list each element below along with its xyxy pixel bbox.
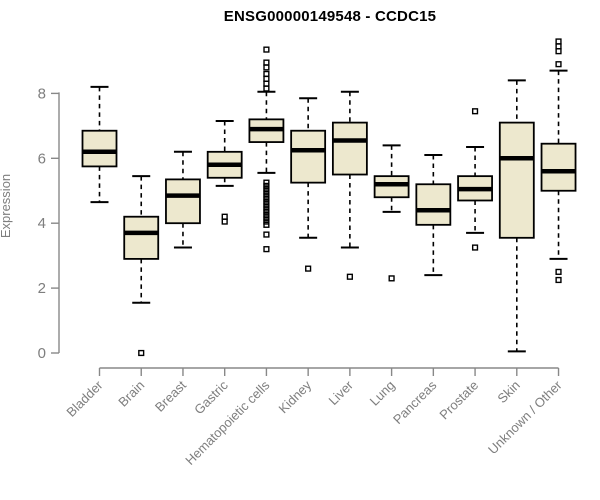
x-tick-label: Liver (325, 377, 356, 408)
y-tick-label: 8 (38, 85, 46, 102)
outlier-point (221, 218, 228, 225)
outlier-point (263, 221, 270, 228)
outlier-point (263, 208, 270, 215)
outlier-point (138, 349, 145, 357)
y-tick-label: 6 (38, 150, 46, 167)
box-rect (373, 175, 410, 199)
outlier-point (555, 43, 562, 50)
outlier-point (471, 108, 479, 115)
box-rect (498, 121, 535, 239)
outlier-point (263, 75, 270, 82)
outlier-point (263, 64, 270, 71)
outlier-point (263, 186, 270, 193)
outlier-point (263, 205, 270, 212)
outlier-point (221, 213, 228, 220)
outlier-point (263, 70, 270, 78)
outlier-point (263, 59, 270, 66)
y-tick-label: 2 (38, 280, 46, 297)
outlier-point (555, 38, 562, 45)
box-rect (331, 121, 368, 176)
outlier-point (555, 276, 562, 284)
outlier-point (263, 179, 270, 186)
x-tick-label: Unknown / Other (485, 377, 565, 457)
x-tick-label: Prostate (436, 378, 481, 423)
outlier-point (263, 46, 270, 53)
outlier-point (263, 189, 270, 196)
outlier-point (263, 218, 270, 225)
x-tick-label: Lung (367, 378, 398, 409)
outlier-point (471, 244, 479, 251)
outlier-point (263, 202, 270, 209)
outlier-point (263, 182, 270, 189)
box-rect (165, 178, 201, 225)
outlier-point (388, 275, 395, 282)
x-tick-label: Bladder (63, 377, 106, 420)
x-tick-label: Gastric (191, 377, 231, 417)
box-rect (123, 215, 160, 260)
x-tick-label: Skin (494, 378, 522, 406)
outlier-point (263, 192, 270, 199)
outlier-point (555, 48, 562, 55)
outlier-point (346, 273, 353, 280)
x-tick-label: Brain (115, 378, 147, 410)
outlier-point (555, 268, 562, 275)
x-tick-label: Kidney (276, 377, 315, 416)
outlier-point (263, 199, 270, 206)
outlier-point (263, 211, 270, 219)
x-tick-label: Pancreas (390, 377, 440, 427)
x-tick-label: Breast (152, 377, 189, 414)
outlier-point (263, 246, 270, 253)
outlier-point (263, 85, 270, 92)
outlier-point (263, 195, 270, 202)
outlier-point (263, 231, 270, 238)
box-rect (290, 129, 327, 184)
y-tick-label: 4 (38, 215, 46, 232)
y-tick-label: 0 (38, 345, 46, 362)
outlier-point (305, 265, 312, 272)
box-rect (415, 183, 452, 226)
outlier-point (263, 215, 270, 222)
chart-title: ENSG00000149548 - CCDC15 (223, 8, 437, 25)
outlier-point (263, 80, 270, 87)
box-rect (81, 129, 118, 168)
outlier-point (555, 61, 562, 68)
box-rect (540, 142, 577, 192)
